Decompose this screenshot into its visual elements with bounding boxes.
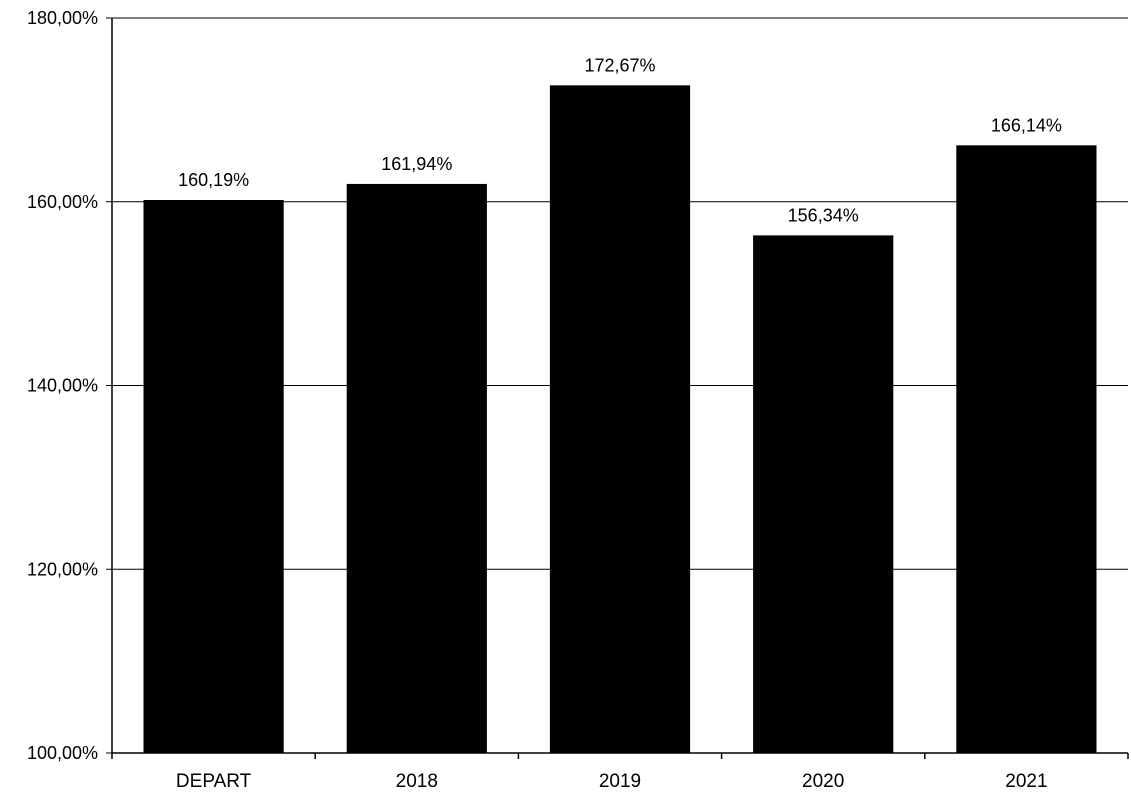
y-tick-label: 100,00% [27, 743, 98, 763]
labels: 100,00% 120,00% 140,00% 160,00% 180,00% 160,1… [27, 8, 1062, 792]
data-label: 161,94% [381, 154, 452, 174]
x-tick-label: 2020 [802, 771, 844, 792]
y-tick-label: 160,00% [27, 192, 98, 212]
bar [143, 200, 284, 753]
data-label: 166,14% [991, 115, 1062, 135]
y-tick-label: 120,00% [27, 559, 98, 579]
y-tick-label: 180,00% [27, 8, 98, 28]
bars [143, 85, 1097, 754]
bar [956, 145, 1097, 753]
bar [346, 183, 487, 753]
x-tick-label: DEPART [176, 771, 252, 792]
x-tick-label: 2018 [396, 771, 438, 792]
data-label: 156,34% [788, 205, 859, 225]
axes [106, 17, 1129, 759]
x-tick-label: 2019 [599, 771, 641, 792]
y-tick-label: 140,00% [27, 376, 98, 396]
data-label: 172,67% [584, 55, 655, 75]
bar [549, 85, 691, 754]
x-tick-label: 2021 [1005, 771, 1047, 792]
bar [753, 235, 894, 754]
data-label: 160,19% [178, 170, 249, 190]
